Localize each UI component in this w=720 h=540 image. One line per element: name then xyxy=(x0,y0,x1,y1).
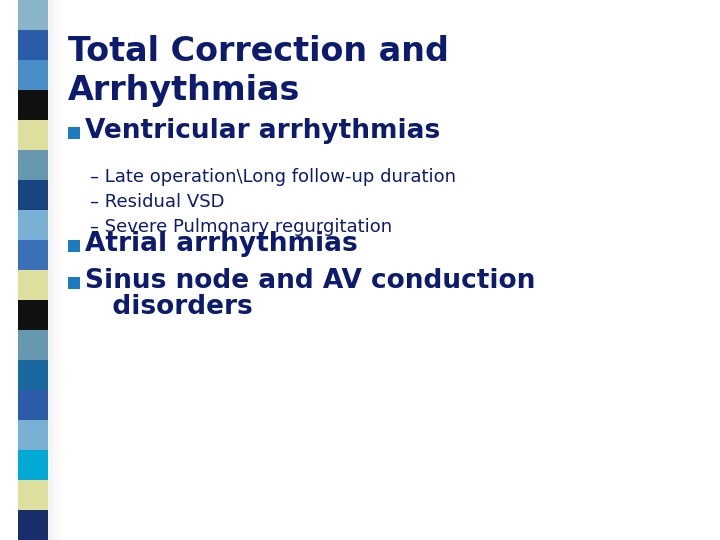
Bar xyxy=(18,390,48,420)
Text: disorders: disorders xyxy=(85,294,253,320)
Bar xyxy=(53,0,58,540)
Bar xyxy=(68,240,80,252)
Bar xyxy=(48,0,53,540)
Bar xyxy=(18,60,48,90)
Bar xyxy=(18,270,48,300)
Text: Sinus node and AV conduction: Sinus node and AV conduction xyxy=(85,268,536,294)
Text: Atrial arrhythmias: Atrial arrhythmias xyxy=(85,231,358,257)
Bar xyxy=(18,330,48,360)
Bar xyxy=(18,510,48,540)
Bar xyxy=(18,30,48,60)
Bar xyxy=(18,180,48,210)
Text: Total Correction and: Total Correction and xyxy=(68,35,449,68)
Bar xyxy=(18,360,48,390)
Bar xyxy=(18,300,48,330)
Text: – Late operation\Long follow-up duration: – Late operation\Long follow-up duration xyxy=(90,168,456,186)
Bar xyxy=(18,480,48,510)
Text: – Severe Pulmonary regurgitation: – Severe Pulmonary regurgitation xyxy=(90,218,392,236)
Text: Ventricular arrhythmias: Ventricular arrhythmias xyxy=(85,118,440,144)
Bar xyxy=(68,277,80,289)
Bar xyxy=(68,127,80,139)
Bar xyxy=(18,240,48,270)
Bar xyxy=(18,210,48,240)
Bar xyxy=(18,420,48,450)
Bar xyxy=(18,120,48,150)
Text: Arrhythmias: Arrhythmias xyxy=(68,74,300,107)
Bar xyxy=(18,90,48,120)
Bar xyxy=(18,450,48,480)
Bar xyxy=(18,0,48,30)
Bar xyxy=(18,150,48,180)
Bar xyxy=(58,0,63,540)
Text: – Residual VSD: – Residual VSD xyxy=(90,193,225,211)
